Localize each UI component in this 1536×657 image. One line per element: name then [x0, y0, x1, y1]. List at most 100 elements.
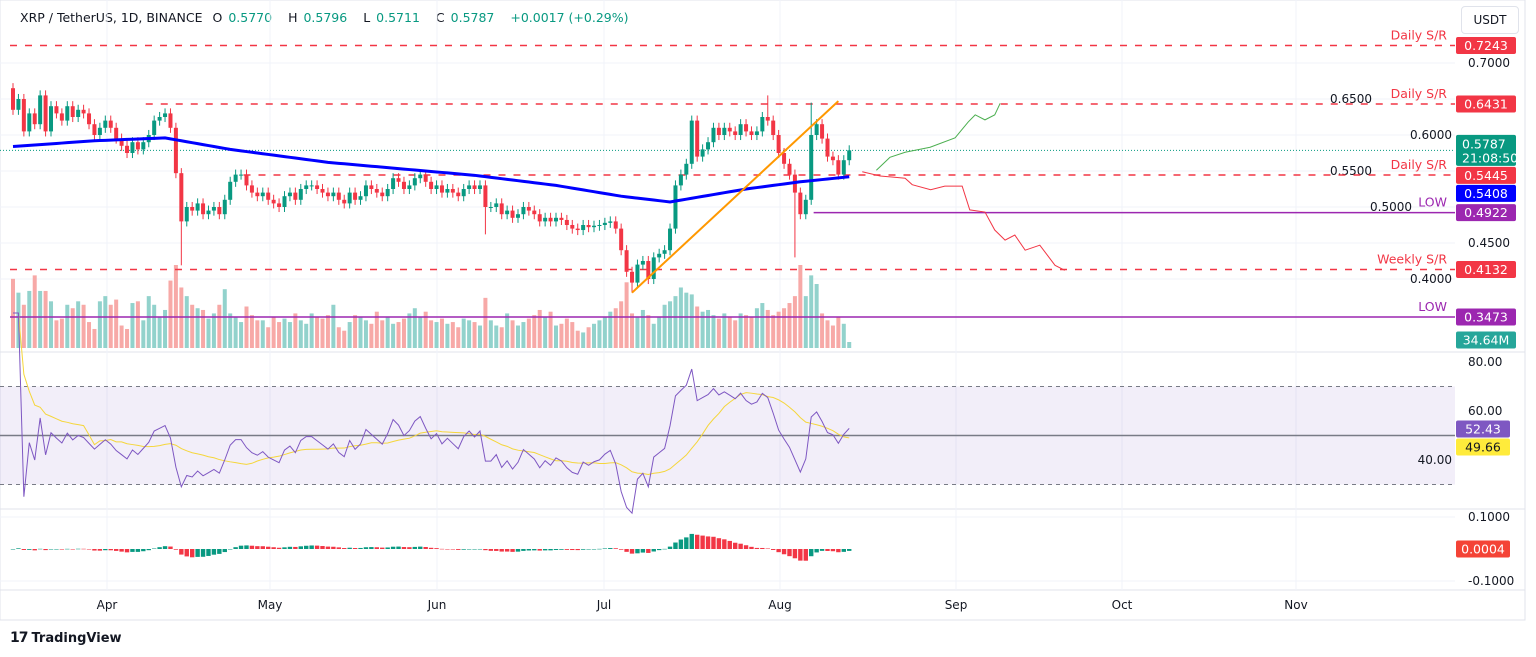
- volume-bar: [771, 315, 776, 348]
- candle-body: [59, 113, 64, 121]
- volume-bar: [505, 313, 510, 348]
- volume-bar: [125, 328, 130, 348]
- rsi-ma-line: [13, 312, 850, 476]
- level-label: Daily S/R: [1391, 28, 1448, 43]
- candle-body: [488, 207, 493, 208]
- candle-body: [678, 174, 683, 186]
- x-tick-label: Jun: [427, 598, 447, 612]
- macd-histogram-bar: [689, 533, 694, 549]
- macd-histogram-bar: [423, 547, 428, 549]
- volume-bar: [76, 301, 81, 348]
- macd-histogram-bar: [445, 549, 450, 550]
- macd-histogram-bar: [526, 549, 532, 551]
- currency-button[interactable]: USDT: [1461, 6, 1519, 34]
- level-value-box: [1456, 95, 1516, 113]
- candle-body: [331, 192, 336, 197]
- candle-body: [673, 185, 678, 229]
- candle-body: [412, 178, 417, 186]
- volume-bar: [146, 296, 151, 348]
- rsi-tick-label: 40.00: [1418, 453, 1452, 467]
- macd-histogram-bar: [450, 549, 456, 550]
- volume-bar: [70, 308, 75, 348]
- macd-histogram-bar: [580, 549, 586, 550]
- volume-bar: [239, 322, 244, 348]
- level-value-box: [1456, 260, 1516, 278]
- macd-histogram-bar: [711, 536, 716, 549]
- candle-body: [472, 185, 477, 189]
- macd-histogram-bar: [722, 539, 727, 549]
- macd-histogram-bar: [249, 545, 255, 549]
- tradingview-logo[interactable]: 17 TradingView: [10, 630, 122, 646]
- candle-body: [510, 210, 515, 218]
- candle-body: [369, 185, 374, 189]
- macd-histogram-bar: [499, 549, 504, 552]
- candle-body: [228, 181, 233, 200]
- candle-body: [787, 163, 792, 175]
- macd-histogram-bar: [548, 549, 553, 551]
- candle-body: [233, 174, 238, 182]
- candle-body: [776, 135, 781, 153]
- volume-bar: [760, 303, 765, 348]
- macd-histogram-bar: [673, 542, 678, 549]
- volume-bar: [282, 318, 287, 348]
- volume-bar: [765, 309, 770, 348]
- candle-body: [716, 127, 721, 135]
- volume-bar: [635, 316, 640, 348]
- macd-histogram-bar: [168, 546, 173, 549]
- candle-body: [771, 120, 776, 135]
- candle-body: [168, 113, 173, 128]
- candle-body: [206, 210, 211, 215]
- candle-body: [92, 124, 97, 135]
- volume-bar: [521, 322, 526, 348]
- candle-body: [608, 221, 613, 223]
- macd-histogram-bar: [228, 549, 233, 550]
- macd-histogram-bar: [206, 549, 211, 556]
- macd-histogram-bar: [271, 547, 276, 549]
- candle-body: [830, 156, 835, 161]
- candle-body: [445, 189, 450, 193]
- candle-body: [135, 142, 140, 150]
- volume-bar: [678, 287, 683, 348]
- volume-bar: [738, 313, 743, 348]
- macd-histogram-bar: [847, 549, 852, 551]
- candle-body: [418, 174, 423, 179]
- candle-body: [32, 113, 37, 125]
- macd-histogram-bar: [92, 549, 97, 551]
- volume-bar: [336, 327, 341, 348]
- x-tick-label: Nov: [1284, 598, 1307, 612]
- symbol-title[interactable]: XRP / TetherUS, 1D, BINANCE: [20, 10, 203, 25]
- volume-bar: [597, 320, 602, 348]
- macd-histogram-bar: [103, 549, 108, 551]
- level-value: 0.4922: [1464, 205, 1508, 220]
- candle-body: [119, 138, 124, 146]
- candle-body: [782, 153, 787, 164]
- candle-body: [754, 131, 759, 135]
- volume-bar: [255, 320, 260, 348]
- macd-histogram-bar: [564, 549, 570, 550]
- candle-body: [706, 142, 711, 150]
- macd-histogram-bar: [65, 548, 70, 550]
- rsi-value-box: [1456, 420, 1510, 438]
- volume-bar: [363, 320, 368, 348]
- macd-histogram-bar: [244, 545, 249, 549]
- macd-tick-label: 0.1000: [1468, 510, 1510, 524]
- candle-body: [695, 120, 700, 157]
- macd-histogram-bar: [651, 549, 656, 552]
- level-label: Daily S/R: [1391, 157, 1448, 172]
- macd-histogram-bar: [456, 549, 461, 550]
- macd-histogram-bar: [70, 549, 75, 550]
- macd-histogram-bar: [798, 549, 803, 561]
- last-price-value: 0.5787: [1462, 136, 1506, 151]
- candle-body: [434, 185, 439, 189]
- macd-histogram-bar: [575, 549, 580, 551]
- macd-histogram-bar: [537, 549, 542, 551]
- macd-histogram-bar: [640, 549, 646, 553]
- macd-histogram-bar: [59, 549, 65, 550]
- macd-histogram-bar: [130, 549, 135, 552]
- volume-bar: [586, 327, 591, 348]
- candle-body: [157, 117, 162, 121]
- volume-bar: [456, 327, 461, 348]
- macd-histogram-bar: [211, 549, 217, 555]
- macd-histogram-bar: [461, 549, 466, 550]
